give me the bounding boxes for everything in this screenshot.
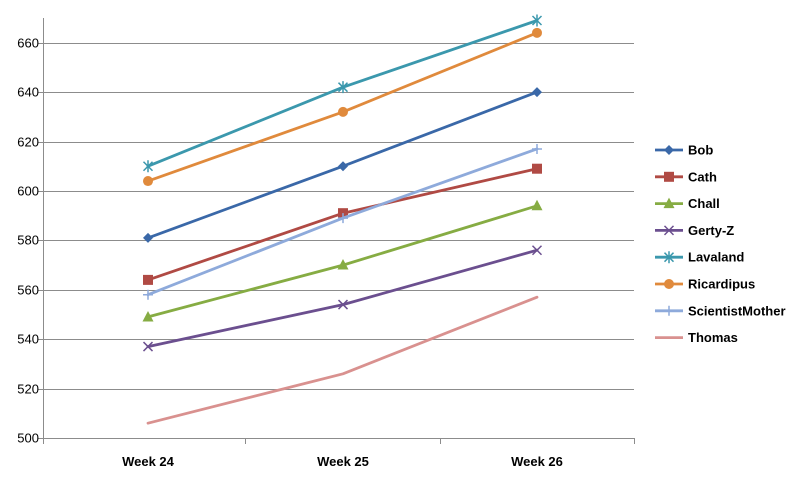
legend-item: Gerty-Z xyxy=(655,223,734,238)
y-tick-label: 520 xyxy=(17,382,39,397)
x-axis: Week 24 Week 25 Week 26 xyxy=(43,438,635,469)
data-point xyxy=(142,310,154,322)
data-point xyxy=(143,176,153,187)
series-scientistmother xyxy=(143,143,542,300)
data-point xyxy=(142,341,154,352)
series-lavaland xyxy=(142,14,543,173)
legend-item: Chall xyxy=(655,196,720,211)
y-tick-label: 580 xyxy=(17,233,39,248)
legend-marker xyxy=(663,225,675,236)
series-line xyxy=(146,295,539,425)
legend-item: Bob xyxy=(655,143,713,158)
series-ricardipus xyxy=(143,27,542,187)
legend-label: Chall xyxy=(688,196,720,211)
legend-label: Thomas xyxy=(688,330,738,345)
data-point xyxy=(337,299,349,310)
legend-marker xyxy=(664,305,674,316)
y-tick-label: 620 xyxy=(17,135,39,150)
data-point xyxy=(143,232,153,243)
y-axis: 500 520 540 560 580 600 620 640 660 xyxy=(17,18,44,446)
legend-label: Bob xyxy=(688,143,713,158)
legend-marker xyxy=(663,197,675,209)
x-tick-label: Week 26 xyxy=(511,454,563,469)
data-point xyxy=(338,106,348,117)
data-point xyxy=(338,213,348,224)
legend-marker xyxy=(664,279,674,289)
x-tick-label: Week 25 xyxy=(317,454,369,469)
legend-label: ScientistMother xyxy=(688,303,786,318)
data-point xyxy=(531,199,543,211)
legend-label: Gerty-Z xyxy=(688,223,734,238)
legend-item: Cath xyxy=(655,169,717,184)
y-tick-label: 500 xyxy=(17,431,39,446)
legend-label: Lavaland xyxy=(688,250,744,265)
x-tick-label: Week 24 xyxy=(122,454,175,469)
legend-marker xyxy=(663,251,675,264)
legend: Bob Cath Chall Gerty-Z Lavaland Ricardipus Sci… xyxy=(655,143,786,345)
data-point xyxy=(337,259,349,270)
y-tick-label: 560 xyxy=(17,283,39,298)
legend-item: Ricardipus xyxy=(655,277,755,292)
y-tick-label: 660 xyxy=(17,36,39,51)
data-point xyxy=(532,87,542,98)
legend-item: Lavaland xyxy=(655,250,744,265)
y-tick-label: 600 xyxy=(17,184,39,199)
series-gerty-z xyxy=(142,245,543,352)
legend-label: Ricardipus xyxy=(688,277,755,292)
data-point xyxy=(143,274,153,285)
legend-label: Cath xyxy=(688,169,717,184)
data-point xyxy=(142,160,154,173)
y-tick-label: 640 xyxy=(17,85,39,100)
legend-item: ScientistMother xyxy=(655,303,786,318)
data-point xyxy=(531,245,543,256)
data-point xyxy=(338,161,348,172)
series-thomas xyxy=(146,295,539,425)
y-tick-label: 540 xyxy=(17,332,39,347)
series-bob xyxy=(143,87,542,243)
legend-item: Thomas xyxy=(655,330,738,345)
legend-marker xyxy=(664,145,674,155)
data-point xyxy=(531,14,543,27)
data-point xyxy=(337,81,349,94)
data-point xyxy=(532,143,542,154)
data-point xyxy=(532,27,542,38)
data-point xyxy=(143,289,153,300)
legend-marker xyxy=(664,171,674,182)
series-group xyxy=(142,14,543,425)
data-point xyxy=(532,163,542,174)
series-chall xyxy=(142,199,543,322)
